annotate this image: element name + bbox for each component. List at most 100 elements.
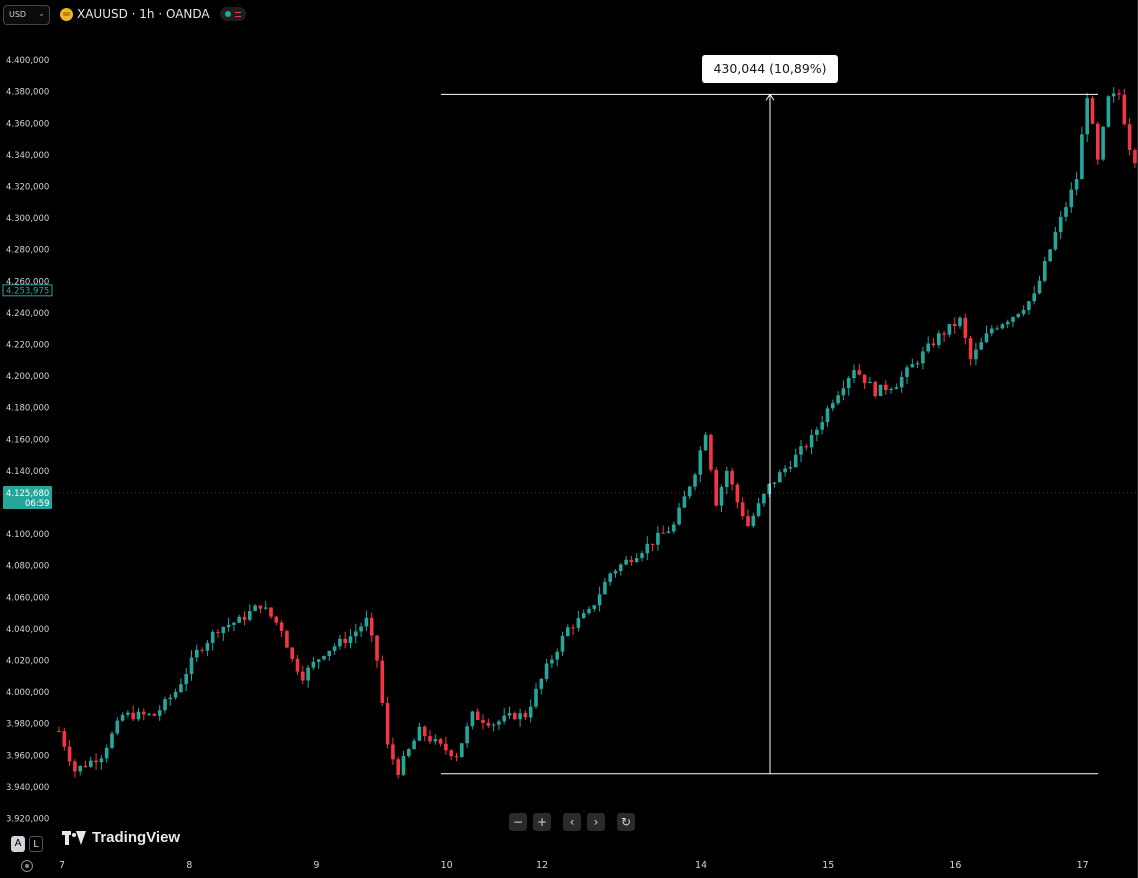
price-tick-label: 3.940,000 [6, 783, 49, 793]
candle-up [354, 631, 358, 637]
auto-scale-button[interactable]: A [11, 836, 25, 852]
candle-up [947, 323, 952, 335]
candle-up [793, 454, 798, 468]
candle-up [348, 636, 353, 644]
candle-down [746, 516, 750, 527]
candle-up [656, 532, 660, 545]
candle-down [571, 627, 575, 629]
candle-down [242, 616, 247, 620]
symbol-title[interactable]: XAUUSD · 1h · OANDA [77, 7, 210, 21]
candle-down [200, 649, 204, 651]
currency-select[interactable]: USD ⌄ [3, 5, 50, 25]
candle-up [147, 713, 151, 715]
watermark-text: TradingView [92, 829, 181, 846]
candle-up [1101, 126, 1105, 160]
candle-up [99, 758, 104, 763]
candle-up [210, 632, 215, 643]
price-tick-label: 4.340,000 [6, 151, 49, 161]
candle-down [142, 711, 146, 715]
candle-up [979, 342, 983, 350]
price-tick-label: 4.320,000 [6, 183, 49, 193]
candle-up [878, 384, 883, 396]
candle-up [237, 616, 241, 623]
current-price-label: 4.125,680 [6, 489, 49, 499]
candle-down [709, 434, 713, 470]
price-tick-label: 4.180,000 [6, 404, 49, 414]
candle-down [83, 765, 88, 767]
zoom-out-button[interactable]: − [509, 813, 527, 831]
tradingview-watermark[interactable]: TradingView [62, 829, 180, 846]
candle-down [952, 323, 957, 327]
candle-up [1069, 189, 1074, 208]
price-tick-label: 4.240,000 [6, 309, 49, 319]
candle-up [120, 714, 125, 721]
candle-up [1021, 309, 1026, 314]
time-tick-label: 15 [822, 860, 834, 871]
candle-up [634, 558, 639, 563]
candle-down [301, 671, 305, 681]
candle-up [78, 765, 82, 772]
measure-label[interactable]: 430,044 (10,89%) [702, 55, 838, 83]
candle-up [592, 605, 597, 609]
measure-tool[interactable] [441, 93, 1098, 775]
candle-down [285, 630, 289, 648]
candle-down [1133, 149, 1137, 164]
candle-up [544, 663, 549, 679]
multi-bars-icon [234, 11, 241, 17]
candle-up [831, 403, 835, 409]
zoom-in-button[interactable]: + [533, 813, 551, 831]
candle-up [995, 328, 999, 330]
candle-down [1117, 93, 1121, 95]
price-tick-label: 4.280,000 [6, 246, 49, 256]
candle-up [1027, 301, 1031, 310]
candle-up [560, 635, 565, 652]
log-scale-button[interactable]: L [29, 836, 43, 852]
candle-up [316, 659, 321, 662]
candle-up [624, 559, 628, 565]
price-tick-label: 4.360,000 [6, 119, 49, 129]
candle-up [332, 646, 337, 651]
candle-up [958, 317, 962, 327]
candle-up [921, 351, 925, 364]
candle-up [1058, 216, 1063, 233]
candle-up [566, 627, 570, 636]
candle-up [1074, 179, 1079, 190]
candle-up [412, 740, 416, 750]
scroll-left-button[interactable]: ‹ [563, 813, 581, 831]
price-axis[interactable]: 3.920,000 3.940,000 3.960,000 3.980,000 4.00… [6, 56, 49, 824]
candle-up [825, 408, 830, 423]
candle-up [576, 618, 581, 628]
candle-up [327, 650, 332, 657]
candle-up [460, 743, 464, 758]
candle-down [62, 731, 67, 747]
candle-up [1016, 313, 1021, 318]
candle-up [163, 699, 167, 711]
candle-up [1011, 317, 1015, 322]
candle-down [475, 711, 480, 720]
candle-up [1111, 93, 1116, 97]
candle-up [497, 721, 501, 725]
candle-up [89, 760, 93, 767]
settings-icon[interactable] [21, 860, 33, 872]
reset-chart-button[interactable]: ↻ [617, 813, 635, 831]
candle-up [846, 377, 851, 389]
symbol-legend[interactable]: XAUUSD · 1h · OANDA [60, 6, 246, 22]
candle-up [719, 487, 724, 506]
candle-up [677, 507, 681, 525]
candle-up [104, 747, 109, 759]
candle-up [809, 434, 814, 448]
price-tick-label: 4.380,000 [6, 88, 49, 98]
currency-label: USD [9, 10, 27, 19]
price-tick-label: 4.140,000 [6, 467, 49, 477]
scroll-right-button[interactable]: › [587, 813, 605, 831]
candle-down [380, 660, 385, 703]
market-status-pill[interactable] [219, 7, 246, 21]
candle-up [778, 472, 782, 483]
candle-down [873, 381, 877, 396]
price-tick-label: 4.080,000 [6, 562, 49, 572]
price-tick-label: 4.200,000 [6, 372, 49, 382]
candle-up [1005, 321, 1010, 325]
time-axis[interactable]: 7 8 9 10 12 14 15 16 17 [59, 860, 1089, 871]
candle-up [205, 642, 210, 651]
